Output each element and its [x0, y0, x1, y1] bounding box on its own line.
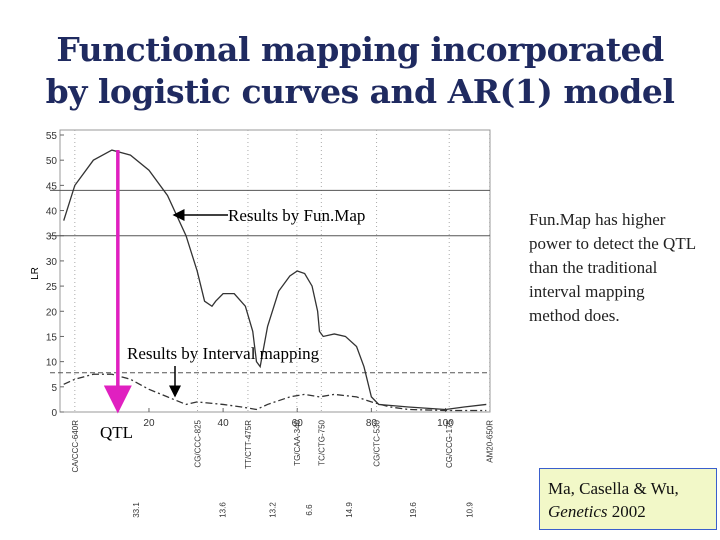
series-line [63, 149, 487, 411]
marker-label: CA/CCC-640R [71, 420, 80, 473]
interval-label: 6.6 [305, 504, 314, 516]
y-tick-label: 15 [46, 332, 58, 343]
y-tick-label: 20 [46, 307, 58, 318]
y-tick-label: 40 [46, 207, 58, 218]
qtl-label: QTL [100, 423, 133, 442]
marker-label: CG/CCC-825 [194, 419, 203, 467]
y-tick-label: 45 [46, 181, 58, 192]
x-tick-label: 100 [437, 418, 454, 429]
slide-title: by logistic curves and AR(1) model [45, 72, 675, 111]
y-tick-label: 50 [46, 156, 58, 167]
x-tick-label: 60 [292, 418, 304, 429]
marker-label: TC/CTG-750 [317, 419, 326, 465]
x-tick-label: 40 [218, 418, 230, 429]
marker-label: CG/CCG-175 [445, 419, 454, 468]
y-axis-label: LR [30, 267, 41, 280]
series-line [63, 373, 487, 412]
x-tick-label: 80 [366, 418, 378, 429]
marker-label: TT/CTT-475R [244, 420, 253, 469]
plot-frame [59, 129, 491, 413]
citation-journal: Genetics [548, 502, 608, 521]
citation-year: 2002 [611, 502, 646, 521]
note: Fun.Map has higher power to detect the Q… [529, 210, 696, 325]
interval-label: 13.2 [268, 502, 277, 518]
y-tick-label: 25 [46, 282, 58, 293]
interval-label: 19.6 [409, 502, 418, 518]
interval-label: 33.1 [132, 502, 141, 518]
series-label: Results by Interval mapping [127, 344, 320, 363]
series-label: Results by Fun.Map [228, 206, 365, 225]
y-tick-label: 30 [46, 257, 58, 268]
y-tick-label: 55 [46, 131, 58, 142]
y-tick-label: 0 [51, 408, 57, 419]
y-tick-label: 35 [46, 232, 58, 243]
interval-label: 10.9 [465, 502, 474, 518]
interval-label: 13.6 [219, 502, 228, 518]
marker-label: CG/CTC-530 [373, 419, 382, 466]
x-tick-label: 20 [143, 418, 155, 429]
marker-label: TG/CAA-340 [293, 419, 302, 465]
interval-label: 14.9 [345, 502, 354, 518]
citation: Ma, Casella & Wu, Genetics 2002 [539, 468, 717, 530]
slide-title: Functional mapping incorporated [56, 30, 664, 69]
y-tick-label: 5 [51, 383, 57, 394]
marker-label: AM20-650R [486, 420, 495, 463]
y-tick-label: 10 [46, 358, 58, 369]
citation-authors: Ma, Casella & Wu, [548, 479, 679, 498]
